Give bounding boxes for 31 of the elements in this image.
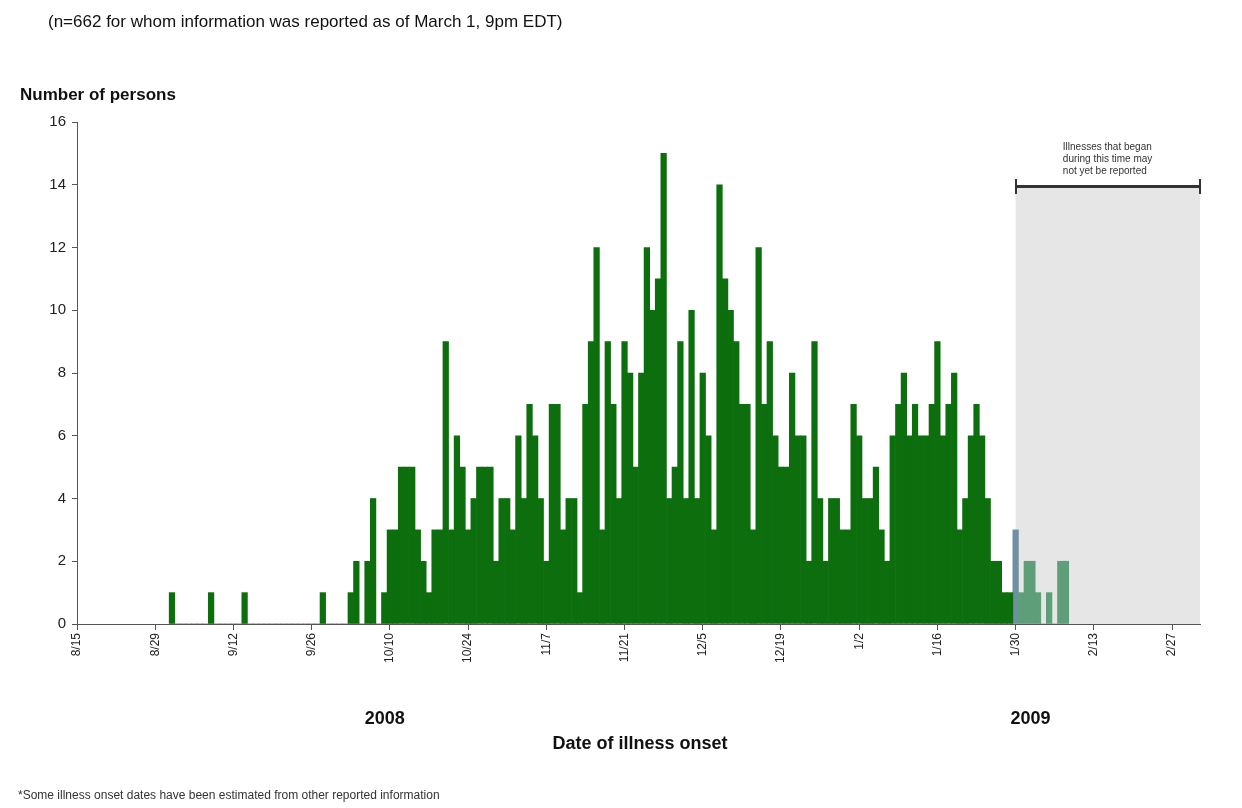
y-tick-label: 16 [49, 112, 66, 130]
text: *Some illness onset dates have been estimated from other reported information [18, 788, 440, 802]
y-tick-label: 4 [57, 488, 66, 506]
x-tick-label: 12/19 [773, 632, 788, 664]
x-tick-label: 2/13 [1086, 632, 1101, 657]
x-tick-label: 9/12 [225, 632, 240, 657]
y-tick-label: 12 [49, 237, 66, 255]
y-tick-label: 10 [49, 300, 66, 318]
y-tick-label: 2 [57, 551, 66, 569]
x-tick-label: 10/24 [460, 632, 475, 664]
chart-title: (n=662 for whom information was reported as of March 1, 9pm EDT) [48, 12, 563, 31]
y-tick-label: 14 [49, 174, 66, 192]
x-tick-label: 11/7 [538, 632, 553, 656]
y-tick-label: 0 [57, 614, 66, 632]
y-tick-label: 6 [57, 425, 66, 443]
x-tick-label: 11/21 [616, 632, 631, 663]
x-tick-label: 10/10 [382, 632, 397, 664]
text: 2008 [364, 708, 405, 728]
x-tick-label: 2/27 [1164, 632, 1179, 657]
band-label: Illnesses that began during this time may not yet be reported [1062, 141, 1153, 176]
y-tick-label: 8 [57, 363, 66, 381]
x-tick-label: 1/16 [929, 632, 944, 657]
text: 2009 [1010, 708, 1051, 728]
y-axis-title: Number of persons [20, 85, 176, 104]
x-tick-label: 8/15 [69, 632, 84, 657]
x-tick-label: 8/29 [147, 632, 162, 657]
x-tick-label: 1/30 [1007, 632, 1022, 657]
x-tick-label: 12/5 [695, 632, 710, 657]
x-tick-label: 9/26 [303, 632, 318, 657]
x-axis-title: Date of illness onset [552, 733, 728, 753]
x-tick-label: 1/2 [851, 632, 866, 650]
